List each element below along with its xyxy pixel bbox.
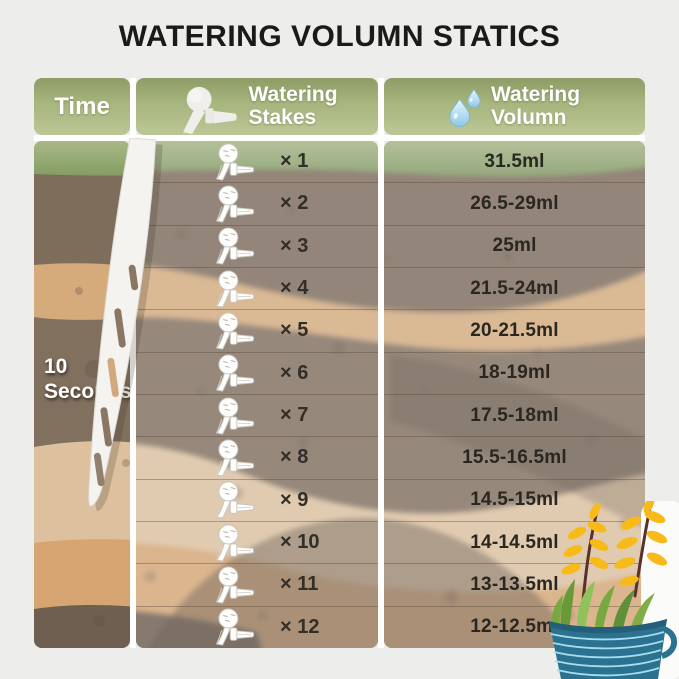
stakes-row: × 9	[136, 480, 378, 522]
column-watering-stakes: Watering Stakes × 1	[136, 78, 378, 648]
stake-count-label: × 7	[280, 404, 309, 427]
header-time: Time	[34, 78, 130, 135]
watering-stake-icon	[216, 524, 255, 562]
volume-row: 15.5-16.5ml	[384, 437, 645, 480]
volume-row: 21.5-24ml	[384, 268, 645, 311]
volume-value: 17.5-18ml	[470, 404, 559, 426]
header-watering-volume: Watering Volumn	[384, 78, 645, 135]
stakes-row: × 6	[136, 353, 378, 395]
volume-rows: 31.5ml 26.5-29ml 25ml 21.5-24ml 20-21.5m…	[384, 141, 645, 648]
watering-volume-table: Time 10 Seconds Watering Stakes	[34, 78, 645, 648]
volume-row: 31.5ml	[384, 141, 645, 184]
watering-stake-icon	[216, 397, 255, 435]
watering-stake-icon	[216, 312, 255, 350]
stake-count-label: × 12	[280, 615, 320, 638]
table-divider-vertical-1	[130, 78, 136, 648]
watering-stake-icon	[216, 566, 255, 604]
stake-count-label: × 2	[280, 192, 309, 215]
background-lighten-overlay	[136, 141, 378, 648]
stake-count-label: × 8	[280, 446, 309, 469]
stake-count-label: × 4	[280, 277, 309, 300]
header-watering-stakes-label: Watering Stakes	[248, 83, 338, 129]
stakes-row: × 2	[136, 183, 378, 226]
volume-value: 31.5ml	[484, 150, 545, 172]
table-divider-horizontal	[34, 135, 645, 141]
stakes-row: × 5	[136, 310, 378, 353]
volume-value: 13-13.5ml	[470, 573, 559, 595]
stake-spike-illustration	[88, 138, 163, 512]
stakes-row: × 12	[136, 607, 378, 648]
stakes-row: × 4	[136, 268, 378, 311]
stakes-row: × 3	[136, 226, 378, 268]
watering-stake-icon	[216, 608, 255, 646]
volume-row: 26.5-29ml	[384, 183, 645, 226]
stake-count-label: × 9	[280, 488, 309, 511]
header-watering-volume-label: Watering Volumn	[490, 83, 581, 129]
stakes-row: × 11	[136, 564, 378, 607]
volume-value: 14.5-15ml	[470, 489, 559, 511]
stake-count-label: × 11	[280, 573, 319, 596]
volume-value: 14-14.5ml	[470, 531, 559, 553]
stakes-row: × 7	[136, 395, 378, 438]
water-drops-icon	[449, 87, 481, 127]
volume-value: 15.5-16.5ml	[462, 446, 567, 468]
stakes-rows: × 1 × 2 × 3	[136, 141, 378, 648]
volume-value: 25ml	[492, 235, 537, 257]
volume-value: 12-12.5ml	[470, 616, 559, 638]
stake-count-label: × 1	[280, 150, 309, 173]
stake-count-label: × 10	[280, 531, 320, 554]
volume-value: 21.5-24ml	[470, 277, 559, 299]
page-title: WATERING VOLUMN STATICS	[118, 20, 561, 53]
volume-row: 12-12.5ml	[384, 607, 645, 648]
volume-value: 20-21.5ml	[470, 319, 559, 341]
stakes-row: × 8	[136, 437, 378, 480]
stake-count-label: × 3	[280, 234, 309, 257]
watering-stake-icon	[216, 185, 255, 223]
volume-row: 13-13.5ml	[384, 564, 645, 607]
volume-row: 18-19ml	[384, 353, 645, 395]
volume-value: 18-19ml	[478, 362, 551, 384]
potted-plant-illustration	[549, 501, 679, 679]
stake-count-label: × 5	[280, 319, 309, 342]
volume-row: 14-14.5ml	[384, 522, 645, 565]
stakes-row: × 1	[136, 141, 378, 184]
watering-stake-icon	[216, 143, 255, 181]
volume-row: 14.5-15ml	[384, 480, 645, 522]
stake-count-label: × 6	[280, 361, 309, 384]
table-divider-vertical-2	[378, 78, 384, 648]
volume-row: 20-21.5ml	[384, 310, 645, 353]
watering-stake-icon	[216, 481, 255, 519]
stakes-row: × 10	[136, 522, 378, 565]
watering-stake-icon	[216, 270, 255, 308]
watering-stake-icon	[216, 439, 255, 477]
header-watering-stakes: Watering Stakes	[136, 78, 378, 135]
watering-stake-icon	[216, 354, 255, 392]
volume-row: 25ml	[384, 226, 645, 268]
volume-value: 26.5-29ml	[470, 192, 559, 214]
header-time-label: Time	[54, 92, 110, 120]
volume-row: 17.5-18ml	[384, 395, 645, 438]
watering-stake-icon	[183, 86, 238, 134]
watering-stake-icon	[216, 227, 255, 265]
stakes-cell-body: × 1 × 2 × 3	[136, 141, 378, 648]
